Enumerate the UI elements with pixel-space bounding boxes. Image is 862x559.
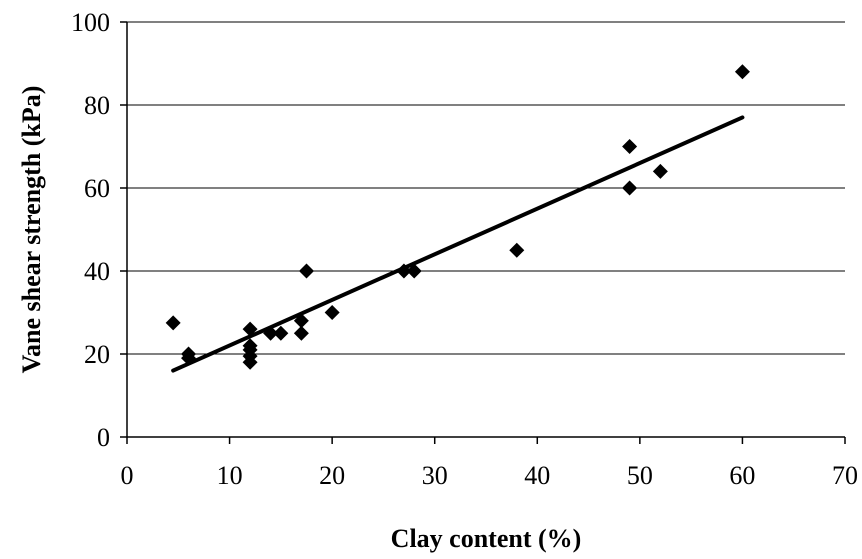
data-point xyxy=(396,263,412,279)
data-point xyxy=(181,346,197,362)
data-point xyxy=(165,315,181,331)
tick-marks xyxy=(120,21,846,444)
y-tick-label: 80 xyxy=(84,91,110,120)
data-point xyxy=(273,325,289,341)
data-point xyxy=(622,180,638,196)
data-point xyxy=(324,305,340,320)
y-axis-title: Vane shear strength (kPa) xyxy=(17,86,46,374)
x-tick-label: 30 xyxy=(422,461,448,490)
x-tick-label: 0 xyxy=(121,461,134,490)
x-tick-label: 70 xyxy=(832,461,858,490)
x-tick-label: 50 xyxy=(627,461,653,490)
axes xyxy=(126,22,845,438)
y-tick-label: 40 xyxy=(84,257,110,286)
trend-line xyxy=(171,115,745,373)
x-tick-label: 40 xyxy=(524,461,550,490)
y-tick-label: 100 xyxy=(71,8,110,37)
data-point xyxy=(242,338,258,354)
x-axis-title: Clay content (%) xyxy=(391,524,582,553)
data-points xyxy=(165,64,750,370)
gridlines xyxy=(127,21,845,355)
x-tick-label: 60 xyxy=(729,461,755,490)
y-tick-label: 0 xyxy=(97,423,110,452)
data-point xyxy=(509,242,525,258)
y-tick-label: 60 xyxy=(84,174,110,203)
x-tick-label: 10 xyxy=(217,461,243,490)
data-point xyxy=(406,263,422,279)
data-point xyxy=(293,313,309,329)
x-tick-label: 20 xyxy=(319,461,345,490)
data-point xyxy=(242,321,258,337)
data-point xyxy=(734,64,750,80)
data-point xyxy=(263,325,279,341)
y-tick-label: 20 xyxy=(84,340,110,369)
data-point xyxy=(622,139,638,154)
data-point xyxy=(299,263,314,279)
tick-labels: 0 20 40 60 80 100 0 10 20 30 40 50 60 70 xyxy=(71,8,858,490)
data-point xyxy=(293,325,309,341)
data-point xyxy=(652,163,668,179)
